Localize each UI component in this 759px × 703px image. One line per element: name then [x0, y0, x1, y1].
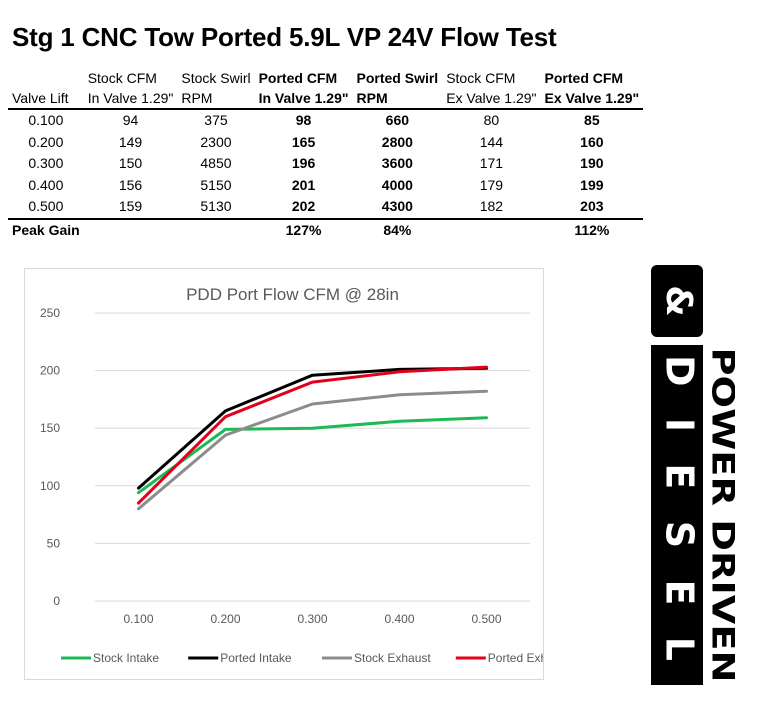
column-header-line1 — [8, 68, 84, 88]
y-tick-label: 200 — [40, 364, 60, 378]
legend-label: Stock Intake — [93, 651, 159, 665]
table-cell: 179 — [479, 176, 504, 193]
column-header-line2: In Valve 1.29" — [254, 88, 353, 110]
table-cell: 0.200 — [28, 133, 64, 150]
table-cell: 2800 — [381, 133, 413, 150]
table-cell: 201 — [291, 176, 316, 193]
table-cell: 171 — [479, 155, 504, 171]
table-header-row-2: Valve Lift In Valve 1.29" RPM In Valve 1.29… — [8, 88, 644, 110]
table-cell: 150 — [118, 155, 143, 171]
peak-gain-label: Peak Gain — [8, 217, 84, 241]
table-cell: 199 — [580, 176, 604, 193]
peak-gain-cell: 112% — [540, 217, 644, 241]
series-line — [137, 365, 488, 505]
column-header-line2: RPM — [177, 88, 255, 110]
power-driven-diesel-logo: & DIESEL POWER DRIVEN — [651, 265, 735, 685]
legend-label: Stock Exhaust — [354, 651, 431, 665]
column-header-line2: In Valve 1.29" — [83, 88, 178, 110]
peak-gain-cell — [83, 217, 178, 241]
peak-gain-cell: 84% — [352, 217, 443, 241]
table-cell: 0.300 — [28, 155, 64, 171]
page-title: Stg 1 CNC Tow Ported 5.9L VP 24V Flow Te… — [12, 22, 557, 52]
table-cell: 4850 — [200, 155, 232, 171]
table-cell: 94 — [122, 112, 139, 128]
table-cell: 190 — [580, 155, 604, 171]
x-tick-label: 0.100 — [123, 612, 153, 626]
table-row: 0.400 156 5150 201 4000 179 199 — [8, 175, 643, 197]
table-cell: 5150 — [200, 176, 232, 193]
column-header-line2: Valve Lift — [8, 88, 84, 110]
column-header-line1: Stock Swirl — [181, 70, 251, 86]
table-row: 0.200 149 2300 165 2800 144 160 — [8, 132, 643, 154]
table-cell: 156 — [118, 176, 143, 193]
logo-power-driven-text: POWER DRIVEN — [705, 348, 736, 683]
table-row: 0.300 150 4850 196 3600 171 190 — [8, 153, 643, 175]
logo-mark: & — [658, 285, 699, 316]
y-tick-label: 150 — [40, 421, 60, 435]
table-cell: 144 — [479, 133, 504, 150]
y-tick-label: 0 — [53, 594, 60, 608]
table-cell: 98 — [295, 112, 312, 128]
peak-gain-cell — [442, 217, 541, 241]
column-header-line2: Ex Valve 1.29" — [540, 88, 644, 110]
chart-title: PDD Port Flow CFM @ 28in — [186, 285, 399, 304]
table-cell: 160 — [580, 133, 604, 150]
column-header-line1: Stock CFM — [446, 70, 516, 86]
table-cell: 5130 — [200, 198, 232, 214]
peak-gain-cell: 127% — [254, 217, 353, 241]
y-tick-label: 250 — [40, 306, 60, 320]
table-cell: 0.100 — [28, 112, 64, 128]
y-tick-label: 50 — [47, 536, 61, 550]
column-header-line2: RPM — [352, 88, 443, 110]
column-header-line1: Ported CFM — [544, 70, 624, 86]
x-tick-label: 0.200 — [210, 612, 240, 626]
series-line — [137, 416, 488, 495]
x-tick-label: 0.300 — [297, 612, 327, 626]
column-header-line1: Ported Swirl — [356, 70, 439, 86]
table-cell: 149 — [118, 133, 143, 150]
table-cell: 0.400 — [28, 176, 64, 193]
column-header-line1: Ported CFM — [258, 70, 338, 86]
peak-gain-cell — [177, 217, 255, 241]
table-cell: 80 — [483, 112, 500, 128]
x-tick-label: 0.400 — [384, 612, 414, 626]
column-header-line2: Ex Valve 1.29" — [442, 88, 541, 110]
logo-badge — [651, 265, 703, 337]
flow-chart: PDD Port Flow CFM @ 28in 0 50 100 150 200 250 0… — [24, 268, 544, 680]
table-cell: 2300 — [200, 133, 232, 150]
table-cell: 165 — [291, 133, 316, 150]
table-cell: 4300 — [381, 198, 413, 214]
x-tick-label: 0.500 — [471, 612, 501, 626]
table-row: 0.500 159 5130 202 4300 182 203 — [8, 196, 643, 219]
table-row: 0.100 94 375 98 660 80 85 — [8, 109, 643, 132]
table-cell: 196 — [291, 155, 316, 171]
table-cell: 0.500 — [28, 198, 64, 214]
table-cell: 4000 — [381, 176, 413, 193]
table-cell: 375 — [204, 112, 228, 128]
table-header-row-1: Stock CFM Stock Swirl Ported CFM Ported Swi… — [8, 68, 643, 88]
column-header-line1: Stock CFM — [87, 70, 157, 86]
table-cell: 85 — [584, 112, 600, 128]
legend-label: Ported Intake — [220, 651, 292, 665]
table-cell: 203 — [580, 198, 604, 214]
peak-gain-row: Peak Gain 127% 84% 112% — [8, 217, 644, 241]
table-cell: 202 — [291, 198, 316, 214]
logo-diesel-bar — [651, 345, 703, 685]
y-tick-label: 100 — [40, 479, 60, 493]
table-cell: 182 — [479, 198, 504, 214]
flow-test-table: Stock CFM Stock Swirl Ported CFM Ported Swi… — [8, 68, 644, 241]
legend-label: Ported Exhaust — [488, 651, 543, 665]
table-cell: 3600 — [381, 155, 413, 171]
table-cell: 159 — [118, 198, 143, 214]
flow-chart-svg: PDD Port Flow CFM @ 28in 0 50 100 150 200 250 0… — [40, 285, 543, 665]
series-line — [137, 389, 488, 511]
table-cell: 660 — [385, 112, 410, 128]
